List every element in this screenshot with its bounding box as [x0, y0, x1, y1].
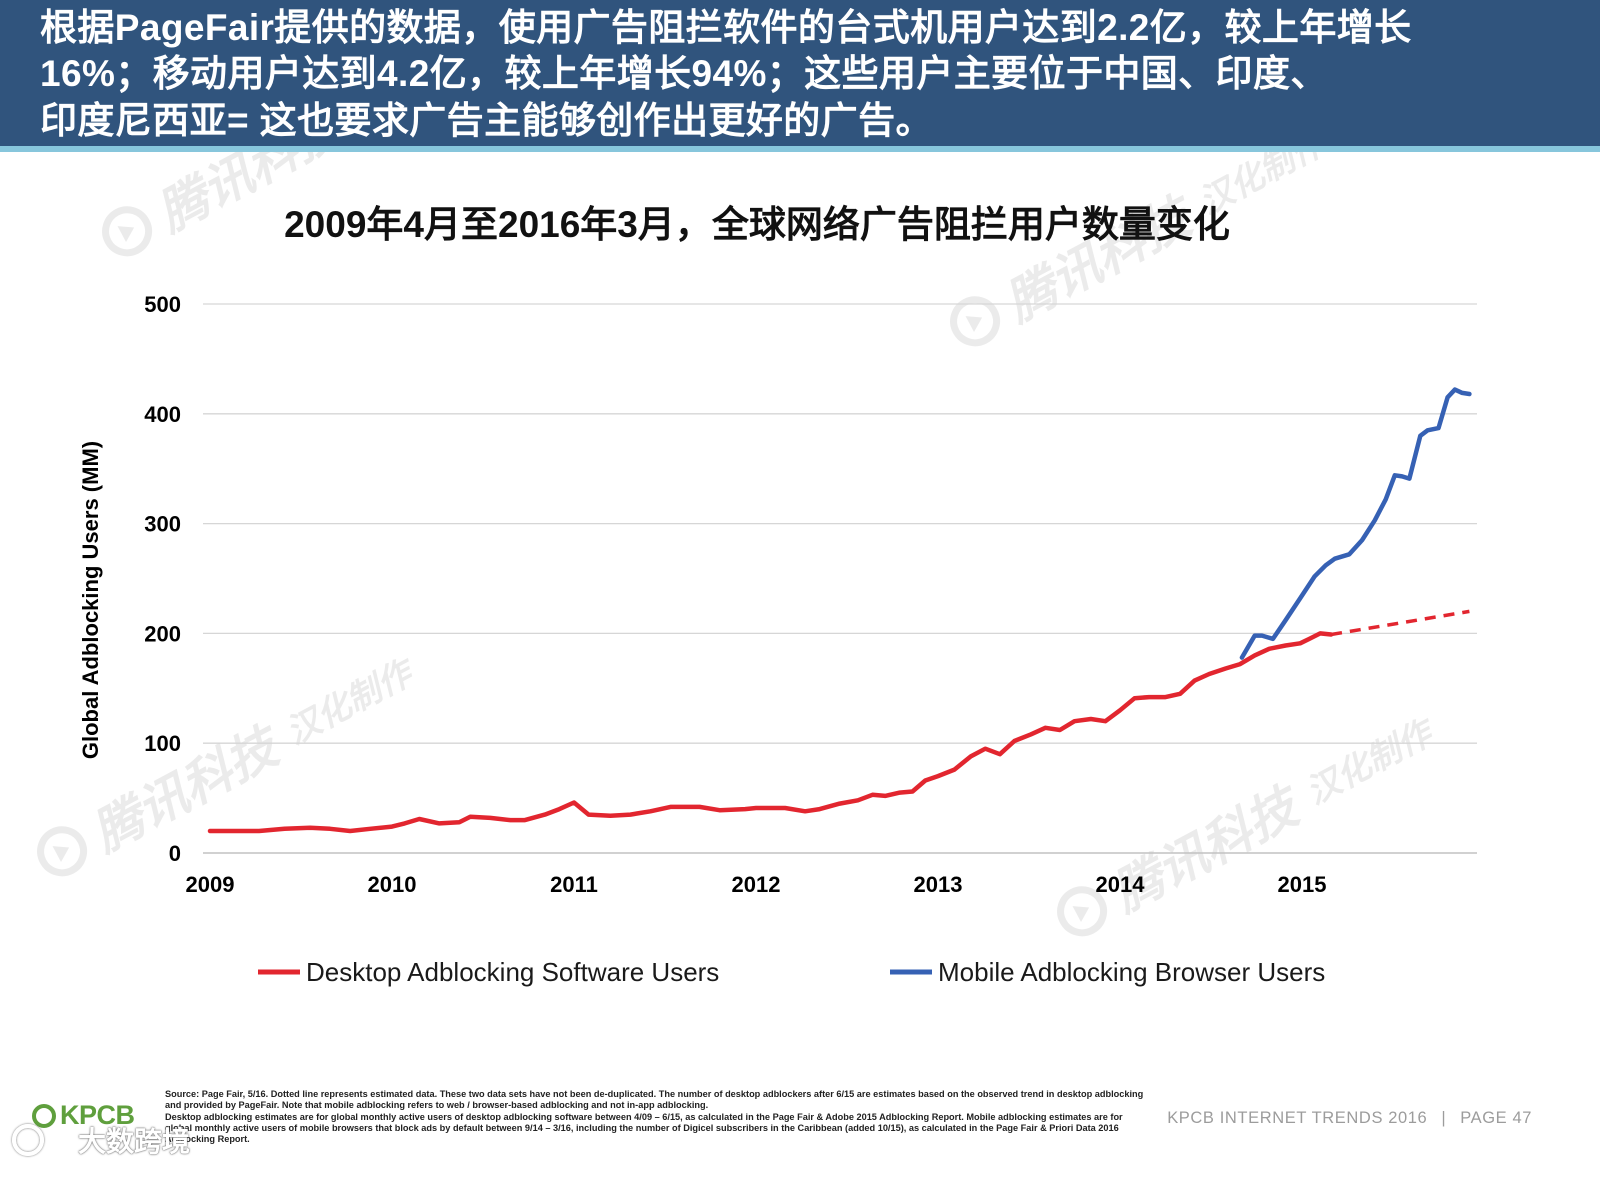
page-footer: KPCB INTERNET TRENDS 2016 | PAGE 47: [1167, 1109, 1532, 1128]
series-lines: [207, 387, 1472, 834]
desktop-series-line: [207, 631, 1334, 834]
legend-label-mobile: Mobile Adblocking Browser Users: [938, 957, 1325, 987]
y-axis-tick-labels: 0 100 200 300 400 500: [144, 292, 181, 866]
footer-separator: |: [1441, 1109, 1447, 1127]
page-number: PAGE 47: [1460, 1109, 1532, 1127]
x-tick-label-2013: 2013: [914, 872, 963, 897]
report-name: KPCB INTERNET TRENDS 2016: [1167, 1109, 1428, 1127]
legend-label-desktop: Desktop Adblocking Software Users: [306, 957, 719, 987]
legend: Desktop Adblocking Software Users Mobile…: [258, 957, 1325, 987]
gridlines: [203, 303, 1477, 854]
header-text-line-3: 印度尼西亚= 这也要求广告主能够创作出更好的广告。: [40, 100, 933, 141]
y-axis-title: Global Adblocking Users (MM): [78, 441, 103, 759]
x-tick-label-2012: 2012: [732, 872, 781, 897]
x-tick-label-2015: 2015: [1278, 872, 1327, 897]
source-footnote-paragraph-2: Desktop adblocking estimates are for glo…: [165, 1112, 1123, 1144]
header-banner: 根据PageFair提供的数据，使用广告阻拦软件的台式机用户达到2.2亿，较上年…: [0, 0, 1600, 146]
desktop-estimate-dashed-line: [1330, 609, 1470, 637]
y-tick-label-0: 0: [169, 841, 181, 866]
x-tick-label-2009: 2009: [186, 872, 235, 897]
header-text-line-2: 16%；移动用户达到4.2亿，较上年增长94%；这些用户主要位于中国、印度、: [40, 53, 1328, 94]
y-tick-label-100: 100: [144, 731, 181, 756]
source-footnote-paragraph-1: Source: Page Fair, 5/16. Dotted line rep…: [165, 1089, 1144, 1110]
x-tick-label-2011: 2011: [550, 872, 598, 897]
y-tick-label-500: 500: [144, 292, 181, 317]
y-tick-label-200: 200: [144, 621, 181, 646]
dashukuajing-watermark-text: 大数跨境: [78, 1125, 191, 1158]
mobile-series-line: [1239, 387, 1472, 660]
kpcb-logo-text: KPCB: [60, 1100, 135, 1130]
header-accent-stripe: [0, 146, 1600, 152]
header-text-line-1: 根据PageFair提供的数据，使用广告阻拦软件的台式机用户达到2.2亿，较上年…: [40, 7, 1412, 48]
kpcb-logo: KPCB: [32, 1100, 135, 1131]
x-tick-label-2010: 2010: [368, 872, 417, 897]
x-tick-label-2014: 2014: [1096, 872, 1146, 897]
source-footnote: Source: Page Fair, 5/16. Dotted line rep…: [165, 1089, 1150, 1146]
kpcb-logo-icon: [32, 1103, 56, 1128]
chart-title: 2009年4月至2016年3月，全球网络广告阻拦用户数量变化: [284, 203, 1230, 245]
y-tick-label-400: 400: [144, 402, 181, 427]
dashukuajing-watermark: 大数跨境: [12, 1120, 190, 1160]
x-axis-tick-labels: 2009 2010 2011 2012 2013 2014 2015: [186, 872, 1327, 897]
y-tick-label-300: 300: [144, 512, 181, 537]
dashukuajing-logo-icon: [12, 1124, 44, 1156]
